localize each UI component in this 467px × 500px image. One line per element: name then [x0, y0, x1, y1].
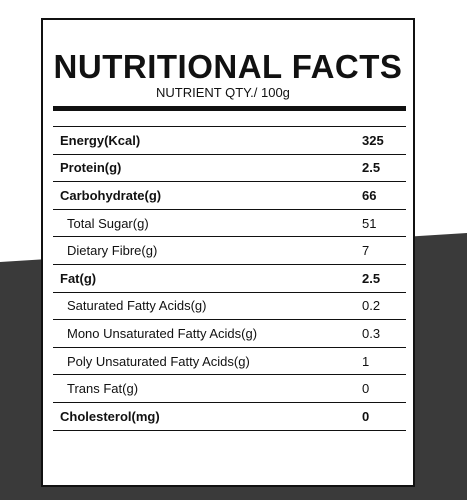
nutrient-name: Poly Unsaturated Fatty Acids(g) — [53, 347, 362, 376]
nutrient-value: 0.3 — [362, 319, 406, 348]
nutrient-row: Carbohydrate(g) 66 — [53, 181, 406, 210]
nutrient-value: 2.5 — [362, 264, 406, 293]
nutrient-row: Saturated Fatty Acids(g) 0.2 — [53, 292, 406, 321]
nutrient-value: 0 — [362, 374, 406, 403]
nutrient-row: Poly Unsaturated Fatty Acids(g) 1 — [53, 347, 406, 376]
nutrient-value: 325 — [362, 126, 406, 155]
nutrient-value: 7 — [362, 236, 406, 265]
nutrient-name: Protein(g) — [53, 154, 362, 183]
nutrient-value: 1 — [362, 347, 406, 376]
nutrient-row: Fat(g) 2.5 — [53, 264, 406, 293]
nutrient-value: 51 — [362, 209, 406, 238]
nutrition-label-card: NUTRITIONAL FACTS NUTRIENT QTY./ 100g En… — [41, 18, 415, 487]
nutrient-row: Trans Fat(g) 0 — [53, 374, 406, 403]
nutrient-value: 66 — [362, 181, 406, 210]
nutrient-row: Protein(g) 2.5 — [53, 154, 406, 183]
label-subtitle: NUTRIENT QTY./ 100g — [156, 85, 290, 100]
nutrient-row: Cholesterol(mg) 0 — [53, 402, 406, 431]
nutrient-row: Mono Unsaturated Fatty Acids(g) 0.3 — [53, 319, 406, 348]
label-title: NUTRITIONAL FACTS — [53, 48, 403, 85]
nutrient-name: Carbohydrate(g) — [53, 181, 362, 210]
nutrient-value: 2.5 — [362, 154, 406, 183]
nutrient-row: Total Sugar(g) 51 — [53, 209, 406, 238]
nutrient-name: Dietary Fibre(g) — [53, 236, 362, 265]
nutrient-name: Saturated Fatty Acids(g) — [53, 292, 362, 321]
nutrient-name: Mono Unsaturated Fatty Acids(g) — [53, 319, 362, 348]
nutrient-value: 0 — [362, 402, 406, 431]
nutrient-name: Fat(g) — [53, 264, 362, 293]
nutrition-table: Energy(Kcal) 325 Protein(g) 2.5 Carbohydrate… — [53, 126, 406, 431]
nutrient-name: Trans Fat(g) — [53, 374, 362, 403]
nutrient-value: 0.2 — [362, 292, 406, 321]
nutrient-row: Dietary Fibre(g) 7 — [53, 236, 406, 265]
nutrient-row: Energy(Kcal) 325 — [53, 126, 406, 155]
nutrient-name: Energy(Kcal) — [53, 126, 362, 155]
header-divider — [53, 106, 406, 111]
nutrient-name: Cholesterol(mg) — [53, 402, 362, 431]
nutrient-name: Total Sugar(g) — [53, 209, 362, 238]
